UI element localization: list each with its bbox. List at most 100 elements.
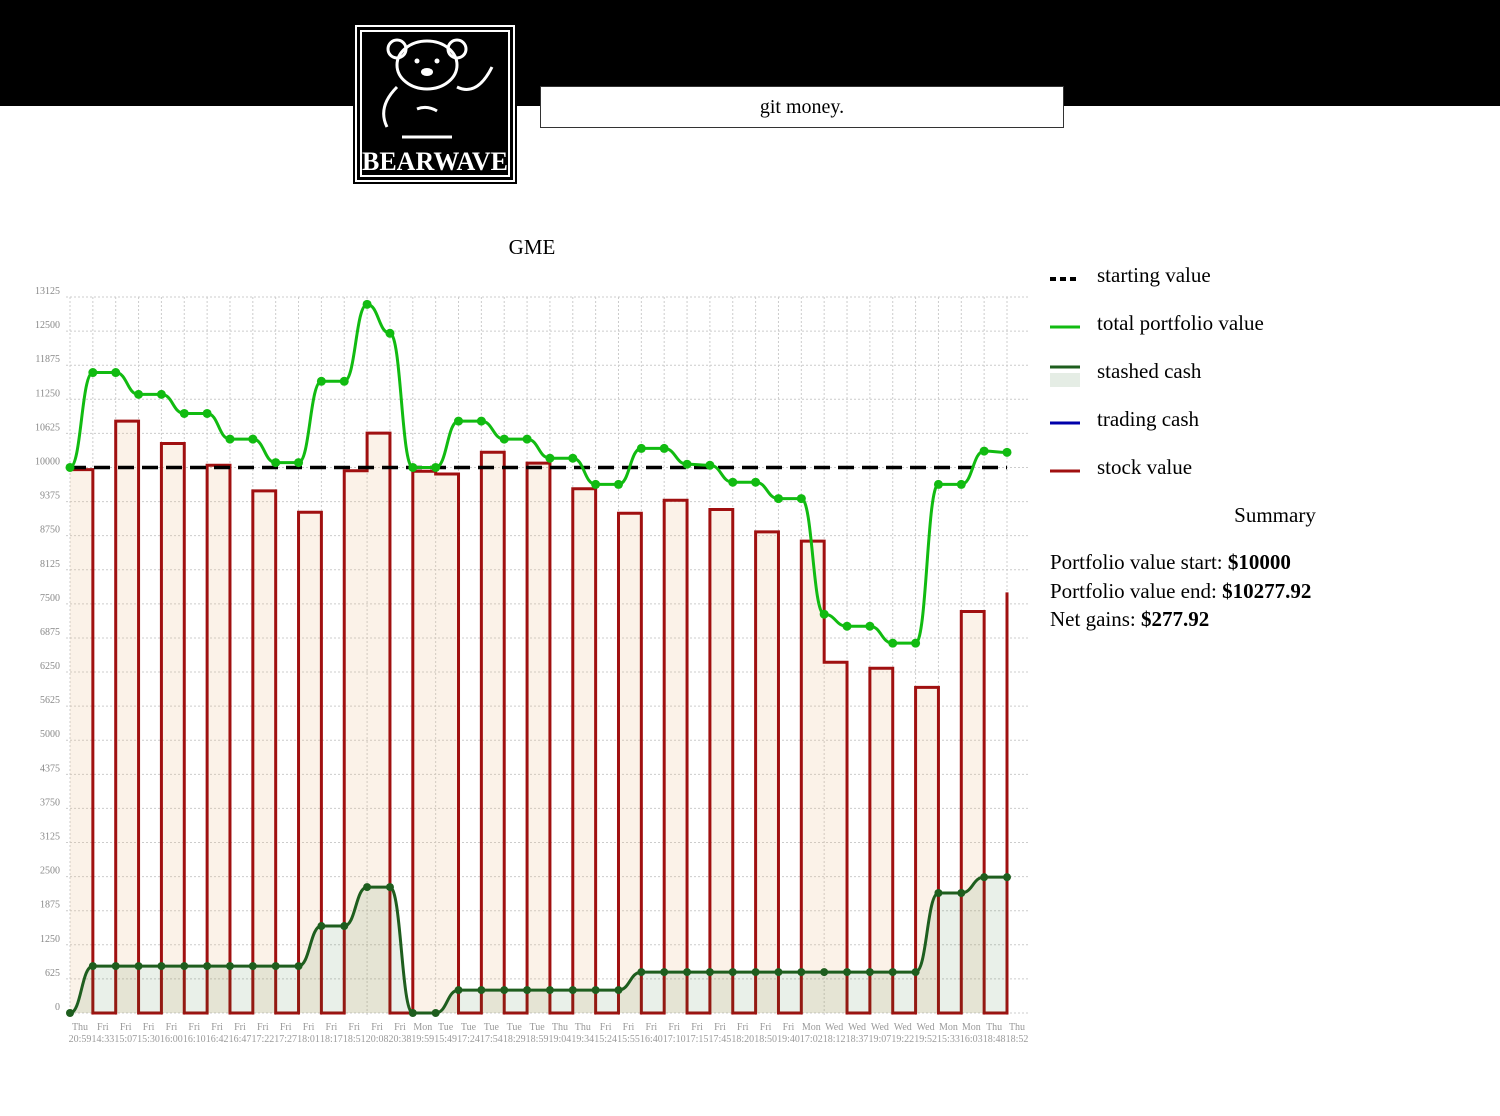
legend-label: stock value — [1097, 455, 1192, 479]
x-tick-label: 18:12 — [823, 1034, 846, 1045]
x-tick-label: 16:10 — [183, 1034, 206, 1045]
x-tick-label: 18:20 — [731, 1034, 754, 1045]
x-tick-label: 16:47 — [229, 1034, 252, 1045]
summary-label: Portfolio value start: — [1050, 550, 1223, 574]
x-tick-label: 20:38 — [389, 1034, 412, 1045]
logo-text: BEARWAVE — [362, 147, 508, 176]
summary-value: $10000 — [1227, 550, 1291, 574]
total-point — [728, 477, 738, 487]
x-tick-label: Fri — [188, 1022, 200, 1033]
stashed-point — [751, 968, 760, 977]
x-tick-label: 18:37 — [846, 1034, 869, 1045]
total-point — [362, 299, 372, 309]
stashed-point — [180, 962, 189, 971]
stashed-point — [523, 986, 532, 995]
x-tick-label: Fri — [623, 1022, 635, 1033]
x-tick-label: Fri — [600, 1022, 612, 1033]
stashed-point — [820, 968, 829, 977]
x-tick-label: Fri — [280, 1022, 292, 1033]
x-tick-label: Tue — [484, 1022, 500, 1033]
x-tick-label: Fri — [143, 1022, 155, 1033]
legend-label: trading cash — [1097, 407, 1200, 431]
y-tick-label: 13125 — [35, 286, 60, 297]
total-point — [545, 453, 555, 463]
summary-value: $10277.92 — [1222, 578, 1312, 603]
summary-item: Portfolio value start: $10000 — [1050, 548, 1500, 577]
total-point — [682, 459, 692, 469]
x-tick-label: 20:08 — [366, 1034, 389, 1045]
total-point — [842, 621, 852, 631]
x-tick-label: Tue — [529, 1022, 545, 1033]
x-tick-label: 17:10 — [663, 1034, 686, 1045]
x-tick-label: 18:52 — [1006, 1034, 1029, 1045]
stashed-point — [705, 968, 714, 977]
stashed-point — [134, 962, 143, 971]
stashed-point — [865, 968, 874, 977]
stashed-point — [957, 888, 966, 897]
x-tick-label: 18:29 — [503, 1034, 526, 1045]
stashed-point — [363, 883, 372, 892]
x-tick-label: 18:17 — [320, 1034, 343, 1045]
summary-value: $277.92 — [1140, 607, 1210, 631]
x-tick-label: 17:27 — [274, 1034, 297, 1045]
total-point — [1002, 447, 1012, 457]
total-point — [476, 416, 486, 426]
x-tick-label: Wed — [894, 1022, 912, 1033]
stashed-point — [385, 883, 394, 892]
stashed-point — [591, 986, 600, 995]
total-point — [202, 408, 212, 418]
stashed-point — [774, 968, 783, 977]
x-tick-label: Fri — [394, 1022, 406, 1033]
x-tick-label: 18:50 — [754, 1034, 777, 1045]
x-tick-label: Fri — [760, 1022, 772, 1033]
x-tick-label: Fri — [97, 1022, 109, 1033]
total-point — [408, 462, 418, 472]
total-point — [454, 416, 464, 426]
x-tick-label: Fri — [120, 1022, 132, 1033]
x-tick-label: 14:33 — [91, 1034, 114, 1045]
stashed-point — [637, 968, 646, 977]
y-tick-label: 1875 — [40, 900, 60, 911]
logo[interactable]: BEARWAVE — [353, 23, 517, 184]
total-point — [796, 494, 806, 504]
total-point — [705, 460, 715, 470]
x-tick-label: Thu — [552, 1022, 568, 1033]
total-point — [888, 638, 898, 648]
x-tick-label: Fri — [211, 1022, 223, 1033]
stashed-point — [88, 962, 97, 971]
stashed-point — [203, 962, 212, 971]
total-point — [568, 453, 578, 463]
y-tick-label: 1250 — [40, 934, 60, 945]
total-point — [499, 434, 509, 444]
total-point — [134, 389, 144, 399]
stashed-point — [157, 962, 166, 971]
x-tick-label: 19:04 — [549, 1034, 572, 1045]
stashed-point — [797, 968, 806, 977]
total-point — [613, 479, 623, 489]
x-tick-label: Fri — [668, 1022, 680, 1033]
x-tick-label: 18:59 — [526, 1034, 549, 1045]
legend-label: stashed cash — [1097, 359, 1202, 383]
legend-label: total portfolio value — [1097, 311, 1264, 335]
x-tick-label: Thu — [986, 1022, 1002, 1033]
total-point — [865, 621, 875, 631]
tagline[interactable]: git money. — [540, 86, 1064, 128]
y-tick-label: 9375 — [40, 491, 60, 502]
stashed-point — [477, 986, 486, 995]
stashed-point — [683, 968, 692, 977]
total-point — [294, 458, 304, 468]
x-tick-label: 15:30 — [137, 1034, 160, 1045]
stashed-point — [454, 986, 463, 995]
total-point — [65, 462, 75, 472]
x-tick-label: 19:22 — [891, 1034, 914, 1045]
y-tick-label: 6250 — [40, 661, 60, 672]
y-tick-label: 11875 — [35, 354, 60, 365]
x-tick-label: Mon — [939, 1022, 958, 1033]
total-point — [659, 443, 669, 453]
legend-label: starting value — [1097, 263, 1211, 287]
stashed-point — [66, 1009, 74, 1017]
stashed-point — [911, 968, 920, 977]
total-point — [316, 376, 326, 386]
x-tick-label: 15:33 — [937, 1034, 960, 1045]
stashed-point — [431, 1009, 440, 1017]
